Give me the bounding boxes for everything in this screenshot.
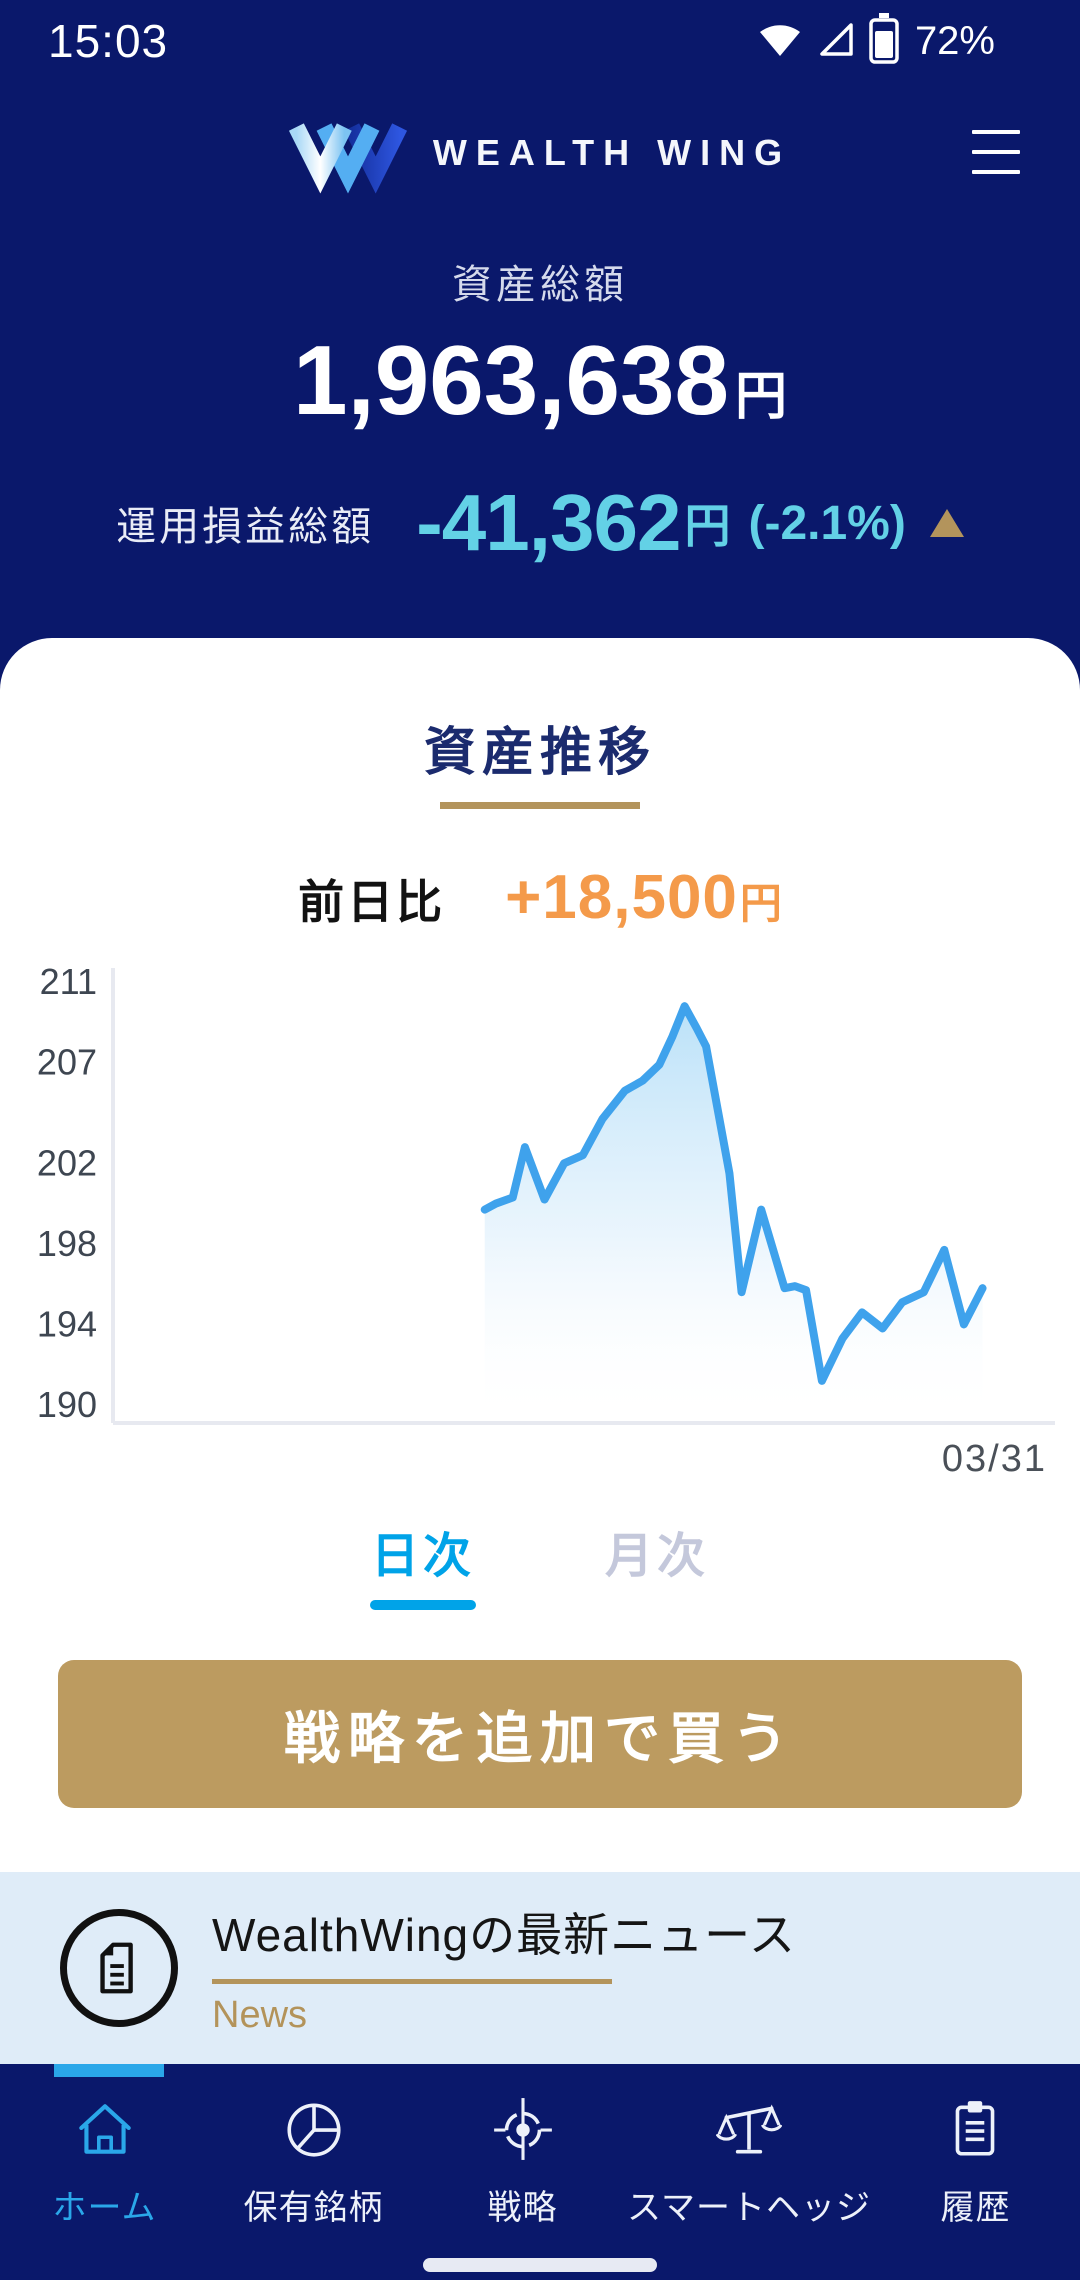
tab-daily[interactable]: 日次: [370, 1516, 476, 1610]
svg-text:190: 190: [37, 1384, 97, 1425]
history-clipboard-icon: [942, 2086, 1008, 2172]
svg-text:207: 207: [37, 1042, 97, 1083]
news-banner[interactable]: WealthWingの最新ニュース News: [0, 1872, 1080, 2064]
chart-x-axis-date: 03/31: [941, 1438, 1047, 1480]
news-document-icon: [60, 1909, 178, 2027]
svg-text:211: 211: [40, 961, 97, 1002]
home-icon: [72, 2086, 138, 2172]
day-over-day-label: 前日比: [298, 876, 446, 928]
total-assets-label: 資産総額: [452, 263, 628, 307]
asset-summary: 資産総額 1,963,638 円 運用損益総額 -41,362 円 (-2.1%…: [0, 252, 1080, 569]
bottom-nav: ホーム 保有銘柄: [0, 2064, 1080, 2280]
profit-loss-currency: 円: [684, 500, 731, 552]
scales-icon: [715, 2086, 782, 2172]
nav-item-home[interactable]: ホーム: [0, 2086, 209, 2229]
profit-loss-label: 運用損益総額: [116, 505, 375, 549]
day-over-day-currency: 円: [739, 880, 782, 927]
nav-item-strategy[interactable]: 戦略: [418, 2086, 627, 2229]
day-over-day-row: 前日比 +18,500 円: [0, 862, 1080, 933]
clock: 15:03: [48, 15, 169, 67]
news-title-underline: [212, 1979, 612, 1984]
card-title-underline: [440, 802, 640, 809]
news-texts: WealthWingの最新ニュース News: [212, 1899, 796, 2037]
profit-loss-value: -41,362: [416, 478, 681, 567]
card-title: 資産推移: [423, 724, 656, 782]
chart-series: [480, 1002, 987, 1423]
buy-strategy-button[interactable]: 戦略を追加で買う: [58, 1660, 1022, 1808]
total-assets-value: 1,963,638: [293, 325, 729, 435]
svg-text:194: 194: [37, 1303, 97, 1344]
tab-monthly[interactable]: 月次: [604, 1530, 709, 1583]
total-assets-amount: 1,963,638 円: [0, 324, 1080, 437]
active-nav-indicator: [54, 2064, 164, 2077]
cellular-signal-icon: [817, 20, 855, 63]
nav-item-holdings[interactable]: 保有銘柄: [209, 2086, 418, 2229]
svg-text:198: 198: [37, 1223, 97, 1264]
nav-item-smart-hedge[interactable]: スマートヘッジ: [627, 2086, 871, 2229]
news-title: WealthWingの最新ニュース: [212, 1909, 796, 1961]
profit-loss-row: 運用損益総額 -41,362 円 (-2.1%): [0, 477, 1080, 569]
day-over-day-value: +18,500: [505, 863, 738, 932]
status-icons: 72%: [757, 12, 995, 70]
header: WEALTH WING: [0, 108, 1080, 198]
battery-icon: [869, 12, 899, 70]
chart-period-tabs: 日次 月次: [0, 1516, 1080, 1610]
total-assets-currency: 円: [734, 368, 787, 426]
brand: WEALTH WING: [0, 108, 1080, 198]
wifi-icon: [757, 19, 803, 64]
asset-transition-card: 資産推移 前日比 +18,500 円 211 207 202 198 194 190: [0, 638, 1080, 1872]
profit-loss-percent: (-2.1%): [748, 496, 906, 550]
wealthwing-logo: [288, 122, 407, 194]
active-tab-underline: [370, 1600, 476, 1610]
chart-y-tick-labels: 211 207 202 198 194 190: [37, 961, 97, 1425]
svg-text:202: 202: [37, 1142, 97, 1183]
nav-item-history[interactable]: 履歴: [871, 2086, 1080, 2229]
target-icon: [490, 2086, 556, 2172]
brand-name: WEALTH WING: [432, 132, 792, 173]
asset-chart[interactable]: 211 207 202 198 194 190: [25, 950, 1055, 1450]
status-bar: 15:03 72%: [0, 0, 1080, 72]
news-subtitle: News: [212, 1994, 308, 2036]
battery-percent: 72%: [914, 18, 995, 63]
up-triangle-icon[interactable]: [929, 509, 964, 537]
pie-chart-icon: [281, 2086, 347, 2172]
hamburger-menu-icon[interactable]: [972, 128, 1020, 176]
gesture-bar[interactable]: [423, 2258, 657, 2272]
